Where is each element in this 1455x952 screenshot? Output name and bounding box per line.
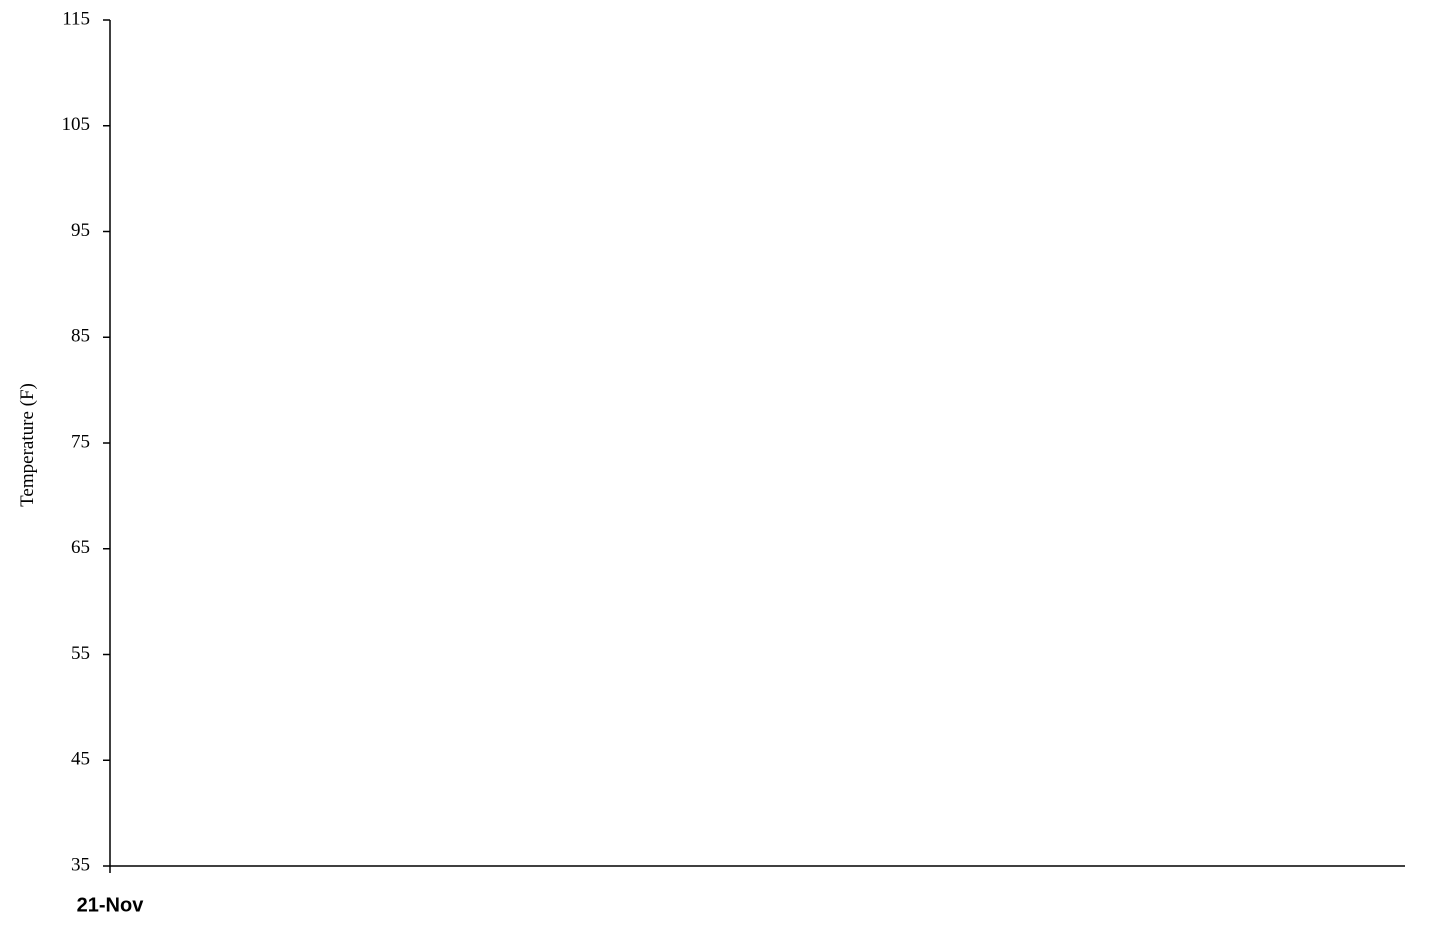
- y-tick-label: 105: [62, 114, 91, 135]
- y-tick-label: 65: [71, 537, 90, 558]
- y-tick-label: 85: [71, 326, 90, 347]
- y-tick-label: 95: [71, 220, 90, 241]
- x-tick-label: 21-Nov: [77, 894, 145, 916]
- y-tick-label: 115: [62, 8, 90, 29]
- y-tick-label: 75: [71, 431, 90, 452]
- y-axis-label: Temperature (F): [17, 383, 38, 507]
- y-tick-label: 35: [71, 854, 90, 875]
- y-tick-label: 55: [71, 643, 90, 664]
- y-tick-label: 45: [71, 749, 90, 770]
